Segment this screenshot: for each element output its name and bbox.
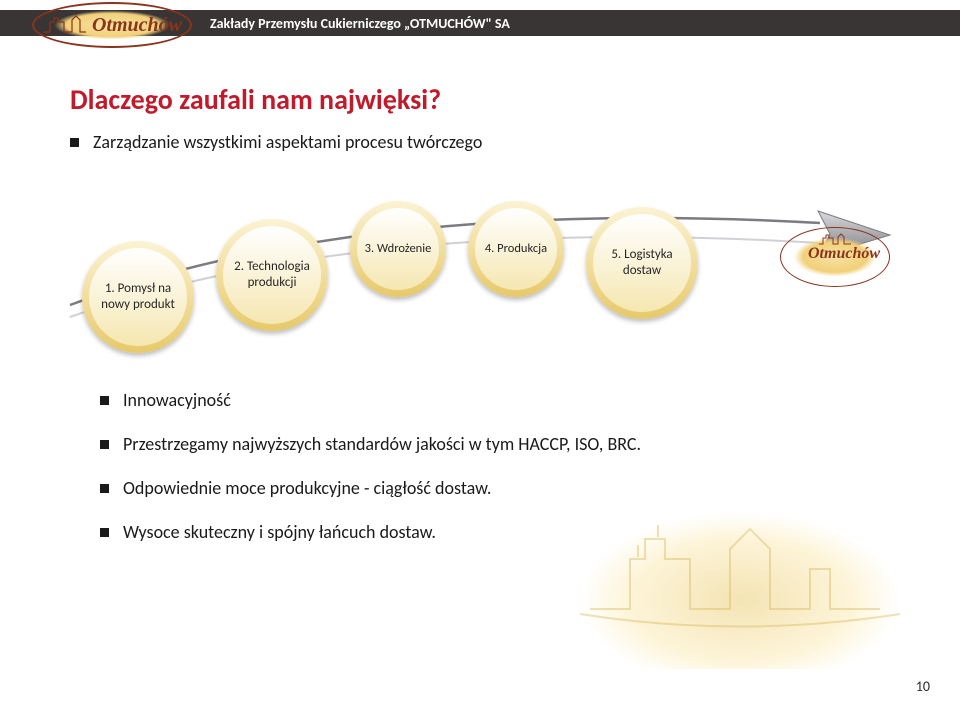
logo-wordmark: Otmuchów bbox=[92, 14, 182, 37]
slide-body: Dlaczego zaufali nam najwięksi? Zarządza… bbox=[0, 52, 960, 543]
bullet-square-icon bbox=[100, 440, 109, 449]
mini-logo: Otmuchów bbox=[780, 227, 890, 287]
lead-text: Zarządzanie wszystkimi aspektami procesu… bbox=[93, 131, 482, 153]
bullet-text: Innowacyjność bbox=[123, 389, 231, 411]
logo: Otmuchów bbox=[32, 2, 192, 48]
node-label: 3. Wdrożenie bbox=[365, 241, 432, 257]
bullet-square-icon bbox=[100, 396, 109, 405]
lead-bullet-row: Zarządzanie wszystkimi aspektami procesu… bbox=[70, 131, 890, 153]
bullet-text: Odpowiednie moce produkcyjne - ciągłość … bbox=[123, 477, 491, 499]
page-number: 10 bbox=[916, 678, 930, 695]
bullet-square-icon bbox=[100, 528, 109, 537]
process-node-2: 2. Technologia produkcji bbox=[216, 219, 328, 331]
process-node-1: 1. Pomysł na nowy produkt bbox=[82, 241, 194, 353]
list-item: Innowacyjność bbox=[100, 389, 890, 411]
process-node-4: 4. Produkcja bbox=[468, 201, 564, 297]
process-diagram: 1. Pomysł na nowy produkt 2. Technologia… bbox=[40, 179, 920, 339]
bullet-square-icon bbox=[70, 138, 79, 147]
company-name: Zakłady Przemysłu Cukierniczego „OTMUCHÓ… bbox=[210, 15, 510, 32]
list-item: Odpowiednie moce produkcyjne - ciągłość … bbox=[100, 477, 890, 499]
node-label: 1. Pomysł na nowy produkt bbox=[92, 281, 184, 314]
bullet-list: Innowacyjność Przestrzegamy najwyższych … bbox=[70, 389, 890, 543]
castle-icon bbox=[42, 12, 88, 39]
process-node-3: 3. Wdrożenie bbox=[350, 201, 446, 297]
list-item: Przestrzegamy najwyższych standardów jak… bbox=[100, 433, 890, 455]
bullet-text: Przestrzegamy najwyższych standardów jak… bbox=[123, 433, 641, 455]
bullet-square-icon bbox=[100, 484, 109, 493]
bullet-text: Wysoce skuteczny i spójny łańcuch dostaw… bbox=[123, 521, 436, 543]
slide-title: Dlaczego zaufali nam najwięksi? bbox=[70, 82, 890, 117]
node-label: 5. Logistyka dostaw bbox=[596, 247, 688, 280]
process-node-5: 5. Logistyka dostaw bbox=[586, 207, 698, 319]
node-label: 4. Produkcja bbox=[485, 241, 547, 257]
mini-logo-wordmark: Otmuchów bbox=[808, 245, 880, 263]
node-label: 2. Technologia produkcji bbox=[226, 259, 318, 292]
list-item: Wysoce skuteczny i spójny łańcuch dostaw… bbox=[100, 521, 890, 543]
slide-header: Zakłady Przemysłu Cukierniczego „OTMUCHÓ… bbox=[0, 0, 960, 52]
